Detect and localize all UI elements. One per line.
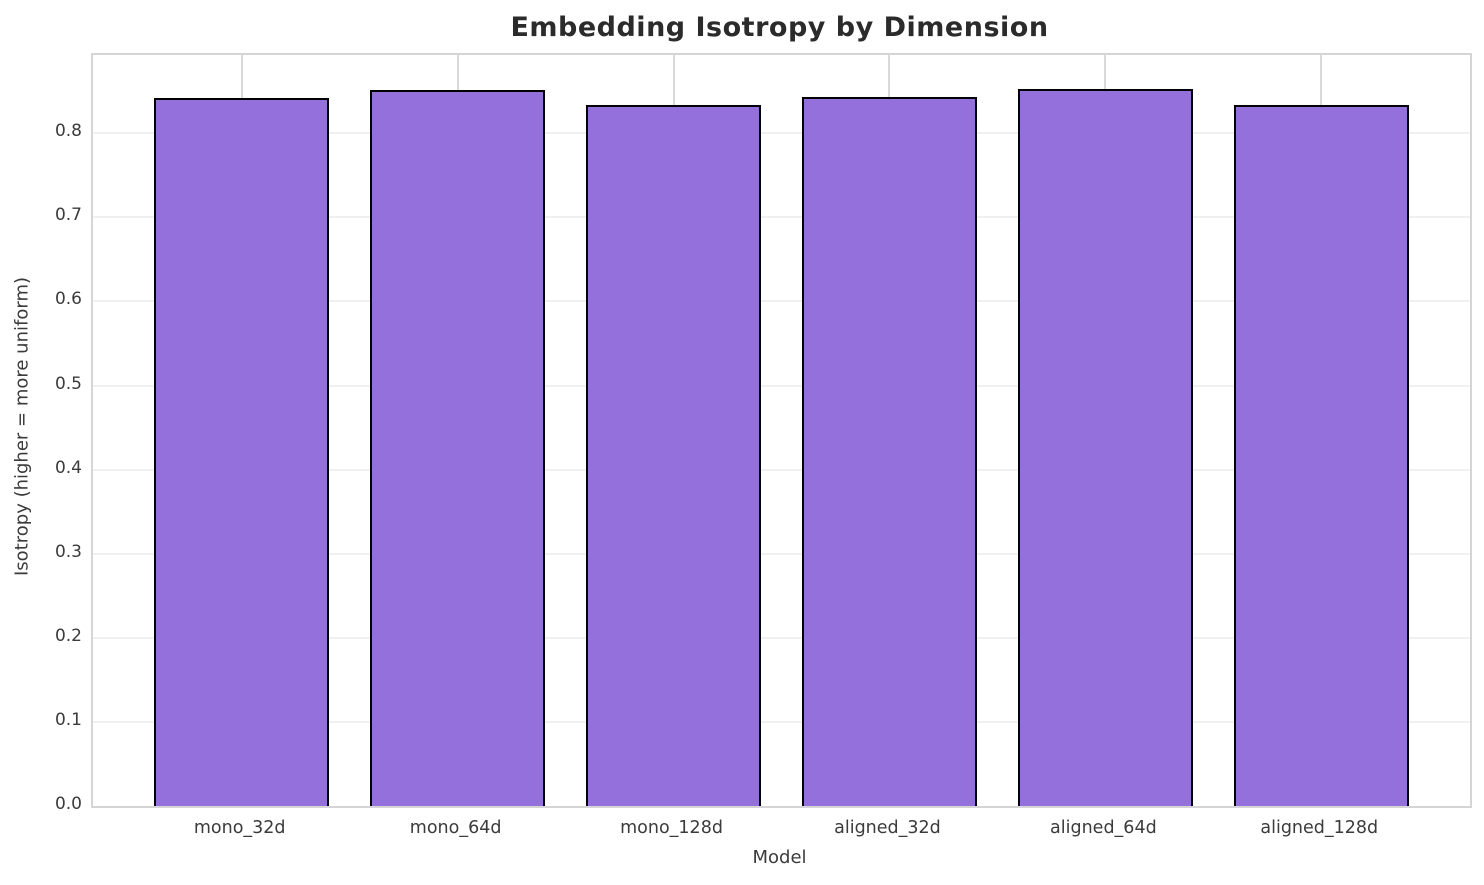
horizontal-gridline <box>93 720 1470 723</box>
bar-aligned_128d <box>1233 105 1409 806</box>
horizontal-gridline <box>93 216 1470 219</box>
bar-mono_64d <box>370 90 546 806</box>
y-tick-label: 0.6 <box>54 289 82 310</box>
plot-area <box>91 53 1472 808</box>
bar-mono_128d <box>586 105 762 806</box>
x-tick-label-mono_128d: mono_128d <box>620 818 723 838</box>
y-tick-label: 0.5 <box>54 373 82 394</box>
x-tick-label-aligned_64d: aligned_64d <box>1050 818 1157 838</box>
horizontal-gridline <box>93 384 1470 387</box>
x-tick-label-mono_64d: mono_64d <box>409 818 502 838</box>
horizontal-gridline <box>93 636 1470 639</box>
y-tick-label: 0.7 <box>54 205 82 226</box>
y-tick-label: 0.4 <box>54 457 82 478</box>
x-axis-label: Model <box>752 847 807 868</box>
horizontal-gridline <box>93 468 1470 471</box>
y-axis-label: Isotropy (higher = more uniform) <box>11 277 33 576</box>
horizontal-gridline <box>93 300 1470 303</box>
bar-aligned_32d <box>801 97 977 806</box>
x-tick-label-aligned_32d: aligned_32d <box>834 818 941 838</box>
chart-title: Embedding Isotropy by Dimension <box>510 12 1049 43</box>
bar-mono_32d <box>154 98 330 806</box>
horizontal-gridline <box>93 132 1470 135</box>
x-tick-label-mono_32d: mono_32d <box>193 818 286 838</box>
y-tick-label: 0.1 <box>54 709 82 730</box>
y-tick-label: 0.2 <box>54 625 82 646</box>
y-tick-label: 0.0 <box>54 794 82 814</box>
bar-aligned_64d <box>1017 89 1193 806</box>
x-tick-label-aligned_128d: aligned_128d <box>1260 818 1379 838</box>
y-tick-label: 0.3 <box>54 541 82 562</box>
y-tick-label: 0.8 <box>54 121 82 142</box>
horizontal-gridline <box>93 552 1470 555</box>
